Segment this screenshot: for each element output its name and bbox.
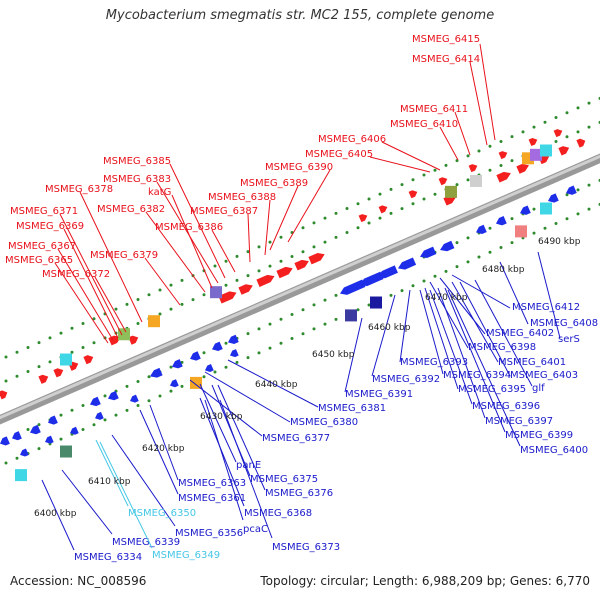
label-msmeg-6398: MSMEG_6398 xyxy=(468,342,536,353)
label-msmeg-6383: MSMEG_6383 xyxy=(103,174,171,185)
label-msmeg-6388: MSMEG_6388 xyxy=(208,192,276,203)
tick-6490: 6490 kbp xyxy=(538,237,581,247)
label-glf: glf xyxy=(532,383,545,394)
label-msmeg-6414: MSMEG_6414 xyxy=(412,54,480,65)
label-msmeg-6410: MSMEG_6410 xyxy=(390,119,458,130)
label-msmeg-6400: MSMEG_6400 xyxy=(520,445,588,456)
label-msmeg-6349: MSMEG_6349 xyxy=(152,550,220,561)
label-msmeg-6365: MSMEG_6365 xyxy=(5,255,73,266)
gene-labels: MSMEG_6415 MSMEG_6414 MSMEG_6411 MSMEG_6… xyxy=(5,34,598,563)
label-msmeg-6339: MSMEG_6339 xyxy=(112,537,180,548)
label-msmeg-6406: MSMEG_6406 xyxy=(318,134,386,145)
label-msmeg-6405: MSMEG_6405 xyxy=(305,149,373,160)
label-msmeg-6373: MSMEG_6373 xyxy=(272,542,340,553)
label-msmeg-6386: MSMEG_6386 xyxy=(155,222,223,233)
label-msmeg-6367: MSMEG_6367 xyxy=(8,241,76,252)
label-msmeg-6371: MSMEG_6371 xyxy=(10,206,78,217)
tick-6480: 6480 kbp xyxy=(482,265,525,275)
label-sers: serS xyxy=(558,334,580,345)
label-msmeg-6361: MSMEG_6361 xyxy=(178,493,246,504)
map-title: Mycobacterium smegmatis str. MC2 155, co… xyxy=(105,8,495,23)
label-msmeg-6402: MSMEG_6402 xyxy=(486,328,554,339)
label-msmeg-6382: MSMEG_6382 xyxy=(97,204,165,215)
label-msmeg-6385: MSMEG_6385 xyxy=(103,156,171,167)
label-msmeg-6334: MSMEG_6334 xyxy=(74,552,142,563)
label-msmeg-6368: MSMEG_6368 xyxy=(244,508,312,519)
label-msmeg-6379: MSMEG_6379 xyxy=(90,250,158,261)
label-msmeg-6389: MSMEG_6389 xyxy=(240,178,308,189)
label-msmeg-6396: MSMEG_6396 xyxy=(472,401,540,412)
label-msmeg-6380: MSMEG_6380 xyxy=(290,417,358,428)
label-pcac: pcaC xyxy=(243,524,268,535)
label-msmeg-6363: MSMEG_6363 xyxy=(178,478,246,489)
label-msmeg-6411: MSMEG_6411 xyxy=(400,104,468,115)
label-msmeg-6350: MSMEG_6350 xyxy=(128,508,196,519)
label-msmeg-6372: MSMEG_6372 xyxy=(42,269,110,280)
tick-6440: 6440 kbp xyxy=(255,380,298,390)
label-msmeg-6408: MSMEG_6408 xyxy=(530,318,598,329)
label-msmeg-6387: MSMEG_6387 xyxy=(190,206,258,217)
label-msmeg-6394: MSMEG_6394 xyxy=(443,370,511,381)
gene-features xyxy=(0,129,586,482)
label-msmeg-6415: MSMEG_6415 xyxy=(412,34,480,45)
tick-6420: 6420 kbp xyxy=(142,444,185,454)
label-msmeg-6391: MSMEG_6391 xyxy=(345,389,413,400)
tick-6410: 6410 kbp xyxy=(88,477,131,487)
label-msmeg-6356: MSMEG_6356 xyxy=(175,528,243,539)
label-pane: panE xyxy=(236,460,261,471)
tick-6460: 6460 kbp xyxy=(368,323,411,333)
label-msmeg-6375: MSMEG_6375 xyxy=(250,474,318,485)
label-msmeg-6395: MSMEG_6395 xyxy=(458,384,526,395)
label-msmeg-6401: MSMEG_6401 xyxy=(498,357,566,368)
label-msmeg-6369: MSMEG_6369 xyxy=(16,221,84,232)
tick-6430: 6430 kbp xyxy=(200,412,243,422)
label-msmeg-6392: MSMEG_6392 xyxy=(372,374,440,385)
topology-text: Topology: circular; Length: 6,988,209 bp… xyxy=(260,574,590,588)
label-msmeg-6412: MSMEG_6412 xyxy=(512,302,580,313)
label-msmeg-6377: MSMEG_6377 xyxy=(262,433,330,444)
label-msmeg-6381: MSMEG_6381 xyxy=(318,403,386,414)
label-katg: katG xyxy=(148,187,171,198)
genome-backbone xyxy=(0,153,600,425)
label-msmeg-6376: MSMEG_6376 xyxy=(265,488,333,499)
tick-6470: 6470 kbp xyxy=(425,293,468,303)
tick-6450: 6450 kbp xyxy=(312,350,355,360)
accession-text: Accession: NC_008596 xyxy=(10,574,147,588)
label-msmeg-6397: MSMEG_6397 xyxy=(485,416,553,427)
label-msmeg-6403: MSMEG_6403 xyxy=(510,370,578,381)
label-msmeg-6390: MSMEG_6390 xyxy=(265,162,333,173)
tick-6400: 6400 kbp xyxy=(34,509,77,519)
label-msmeg-6393: MSMEG_6393 xyxy=(400,357,468,368)
label-msmeg-6399: MSMEG_6399 xyxy=(505,430,573,441)
label-msmeg-6378: MSMEG_6378 xyxy=(45,184,113,195)
